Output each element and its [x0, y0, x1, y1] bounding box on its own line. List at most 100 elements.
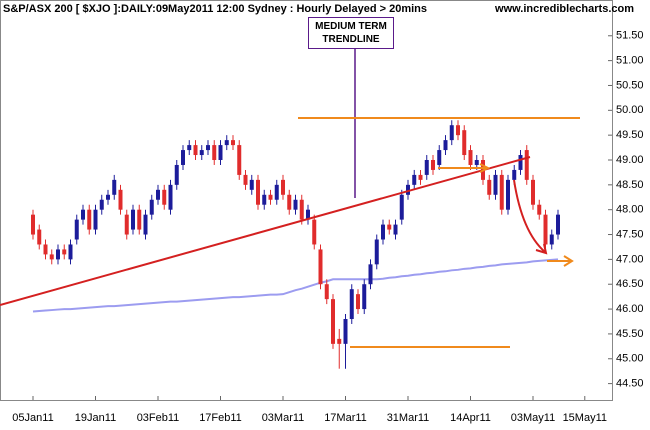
- candle-body: [243, 174, 248, 185]
- candle-body: [312, 219, 317, 245]
- candle-body: [287, 194, 292, 210]
- x-tick-label: 14Apr11: [450, 412, 491, 424]
- candle-body: [512, 169, 517, 180]
- candle-body: [81, 209, 85, 220]
- y-tick-label: 45.50: [616, 328, 644, 340]
- x-tick-label: 03Mar11: [262, 412, 305, 424]
- trendline: [0, 156, 531, 306]
- y-tick-label: 48.50: [616, 179, 644, 191]
- candle-body: [493, 174, 498, 195]
- candle-body: [549, 234, 554, 245]
- x-tick-label: 17Feb11: [199, 412, 242, 424]
- candle-body: [474, 160, 479, 165]
- candle-body: [368, 264, 373, 285]
- chart-title: S&P/ASX 200 [ $XJO ]:DAILY:09May2011 12:…: [3, 3, 427, 15]
- candle-body: [68, 244, 73, 260]
- candle-body: [137, 209, 142, 230]
- target-arrow: [547, 255, 574, 267]
- candle-body: [437, 150, 442, 165]
- candle-body: [318, 249, 323, 285]
- y-tick-label: 50.00: [616, 104, 644, 116]
- candle-body: [424, 160, 429, 175]
- y-tick-label: 51.50: [616, 30, 644, 42]
- y-tick-label: 44.50: [616, 378, 644, 390]
- candle-body: [349, 289, 354, 320]
- candle-body: [343, 319, 348, 344]
- candle-body: [418, 174, 423, 180]
- candle-body: [131, 209, 135, 230]
- source: www.incrediblecharts.com: [494, 3, 634, 15]
- candle-body: [106, 194, 110, 200]
- candle-body: [543, 214, 548, 245]
- candle-body: [306, 209, 310, 220]
- x-tick-label: 15May11: [563, 412, 607, 424]
- candle-body: [237, 145, 242, 175]
- candle-body: [506, 179, 510, 210]
- short-arrow: [438, 163, 491, 173]
- marks: 44.50 45.00 45.50 46.00 46.50 47.00 47.50 48.00…: [12, 30, 643, 424]
- plot-frame: [0, 0, 613, 401]
- curve-arrow: [513, 179, 548, 255]
- candle-body: [49, 254, 54, 260]
- x-tick-label: 19Jan11: [75, 412, 116, 424]
- y-tick-label: 46.50: [616, 278, 644, 290]
- candle-body: [456, 125, 460, 136]
- candle-body: [249, 179, 254, 190]
- candle-body: [212, 145, 217, 160]
- y-tick-label: 48.00: [616, 204, 644, 216]
- annotation-box: MEDIUM TERM TRENDLINE: [308, 17, 394, 49]
- x-tick-label: 31Mar11: [387, 412, 430, 424]
- candle-body: [374, 239, 379, 265]
- y-tick-label: 45.00: [616, 353, 644, 365]
- x-tick-label: 17Mar11: [324, 412, 367, 424]
- candle-body: [62, 249, 67, 255]
- candle-body: [299, 199, 304, 220]
- candle-body: [499, 174, 504, 210]
- candle-body: [37, 229, 42, 245]
- candle-body: [393, 224, 398, 235]
- candle-body: [262, 194, 267, 205]
- candle-body: [381, 224, 385, 240]
- moving-average: [32, 258, 559, 313]
- candle-body: [224, 140, 229, 146]
- candle-body: [293, 199, 298, 210]
- candle-body: [168, 184, 173, 210]
- candle-body: [387, 224, 392, 230]
- candle-body: [174, 164, 179, 185]
- candle-body: [43, 244, 48, 255]
- candle-body: [412, 174, 417, 185]
- candle-body: [199, 150, 204, 156]
- candle-body: [324, 284, 329, 300]
- candle-body: [162, 189, 167, 205]
- y-tick-label: 46.00: [616, 303, 644, 315]
- candle-body: [143, 214, 148, 235]
- y-tick-label: 50.50: [616, 79, 644, 91]
- candle-body: [468, 150, 473, 165]
- x-tick-label: 05Jan11: [12, 412, 53, 424]
- y-tick-label: 47.00: [616, 253, 644, 265]
- y-tick-label: 51.00: [616, 55, 644, 67]
- candle-body: [524, 150, 529, 180]
- candle-body: [337, 338, 342, 344]
- candle-body: [118, 189, 123, 210]
- candle-body: [281, 179, 285, 195]
- candle-body: [462, 130, 467, 156]
- candle-body: [531, 179, 535, 205]
- candle-body: [268, 194, 273, 200]
- candle-body: [406, 184, 410, 195]
- y-tick-label: 47.50: [616, 228, 644, 240]
- candle-body: [556, 214, 560, 235]
- candle-body: [156, 189, 160, 200]
- candle-body: [187, 145, 192, 151]
- candle-body: [93, 209, 98, 230]
- x-tick-label: 03Feb11: [137, 412, 180, 424]
- candle-body: [518, 155, 523, 170]
- candle-body: [356, 294, 360, 310]
- candle-body: [56, 249, 60, 260]
- candle-body: [443, 140, 448, 151]
- x-tick-label: 03May11: [511, 412, 555, 424]
- candle-body: [362, 284, 367, 310]
- candle-body: [231, 140, 235, 146]
